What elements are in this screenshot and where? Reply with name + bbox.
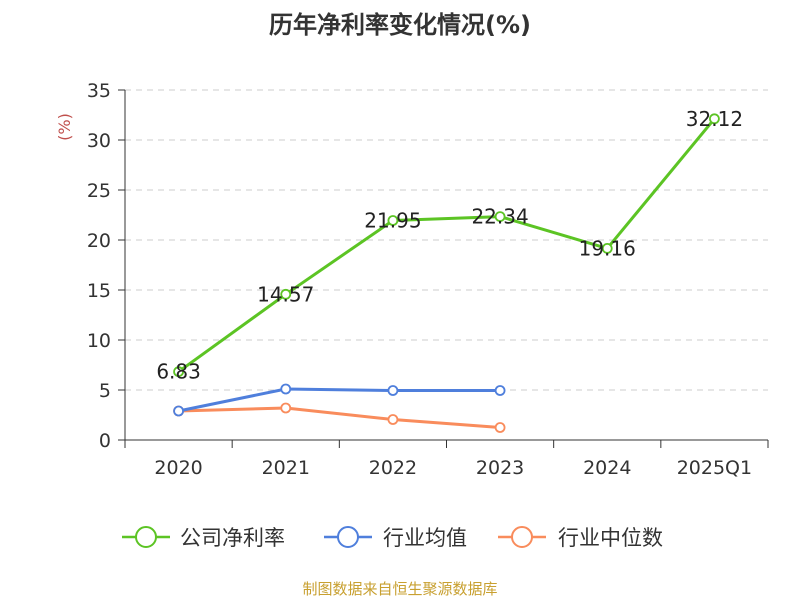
source-footer: 制图数据来自恒生聚源数据库 [302, 580, 498, 598]
y-tick-label: 0 [99, 430, 111, 452]
data-point [280, 288, 292, 300]
data-point [601, 242, 613, 254]
data-point [709, 113, 720, 125]
legend-marker [511, 526, 533, 548]
series-line-1 [178, 387, 501, 413]
data-point [280, 383, 292, 395]
legend-marker [337, 526, 359, 548]
legend-label: 行业中位数 [558, 526, 663, 550]
y-tick-label: 15 [87, 280, 111, 302]
y-tick-label: 10 [87, 330, 111, 352]
series-line-2 [178, 406, 501, 429]
x-tick-label: 2020 [154, 457, 202, 479]
y-axis-label: (%) [55, 113, 74, 141]
data-point [387, 215, 399, 226]
x-tick-label: 2022 [369, 457, 417, 479]
data-point [173, 366, 184, 378]
data-label: 19.16 [579, 236, 636, 260]
data-label: 22.34 [471, 205, 528, 229]
data-point [387, 414, 399, 425]
data-label: 6.83 [156, 360, 201, 384]
legend-marker [135, 526, 157, 548]
data-label: 32.12 [686, 107, 743, 131]
y-tick-label: 30 [87, 130, 111, 152]
data-point [387, 385, 399, 396]
data-label: 21.95 [364, 209, 421, 233]
data-point [280, 402, 292, 414]
x-tick-label: 2023 [476, 457, 524, 479]
legend-label: 行业均值 [383, 526, 467, 550]
data-point [173, 405, 184, 417]
y-tick-label: 20 [87, 230, 111, 252]
legend-label: 公司净利率 [180, 526, 285, 550]
y-tick-label: 5 [99, 380, 111, 402]
x-tick-label: 2024 [583, 457, 631, 479]
x-tick-label: 2021 [262, 457, 310, 479]
y-tick-label: 25 [87, 180, 111, 202]
data-point [494, 211, 506, 223]
series-line-0 [177, 117, 716, 373]
x-tick-label: 2025Q1 [677, 457, 752, 479]
data-point [494, 422, 506, 433]
data-point [494, 385, 506, 396]
chart-title: 历年净利率变化情况(%) [269, 11, 531, 39]
data-label: 14.57 [257, 282, 314, 306]
y-tick-label: 35 [87, 80, 111, 102]
